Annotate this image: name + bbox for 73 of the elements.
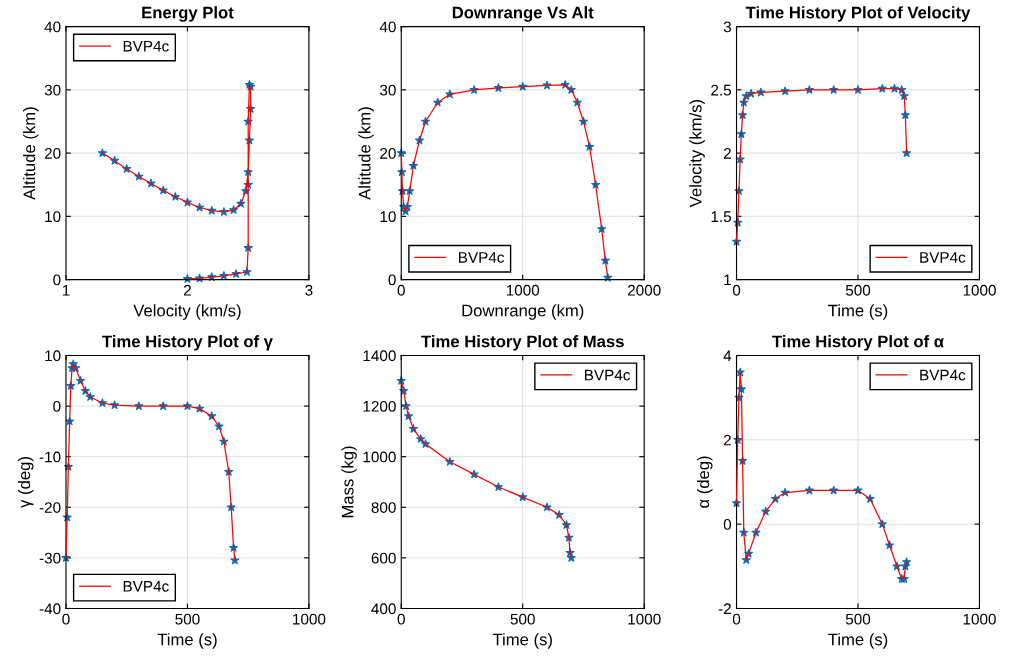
y-tick-label: -40 — [39, 603, 61, 615]
y-tick-label: 2 — [723, 147, 731, 159]
y-axis-title: γ (deg) — [17, 457, 34, 508]
x-tick-label: 1 — [62, 285, 70, 296]
legend-label: BVP4c — [123, 581, 169, 592]
x-tick-label: 0 — [397, 284, 405, 296]
x-tick-label: 1000 — [628, 613, 661, 625]
y-tick-label: 30 — [379, 84, 396, 96]
y-tick-label: 2.5 — [711, 84, 732, 96]
x-tick-label: 500 — [175, 613, 200, 625]
y-tick-label: 1400 — [363, 350, 396, 362]
x-axis-title: Time (s) — [157, 633, 217, 649]
x-axis-title: Velocity (km/s) — [133, 304, 241, 320]
legend-label: BVP4c — [920, 252, 966, 263]
x-axis-title: Time (s) — [828, 633, 888, 649]
y-tick-label: 3 — [723, 21, 731, 33]
y-tick-label: -20 — [39, 502, 61, 513]
y-axis-title: Altitude (km) — [358, 107, 374, 200]
x-tick-label: 2000 — [627, 284, 661, 296]
x-tick-label: 1000 — [963, 613, 996, 625]
chart-title: Time History Plot of Velocity — [745, 6, 971, 22]
x-tick-label: 0 — [62, 613, 70, 625]
y-tick-label: 4 — [723, 350, 732, 362]
y-tick-label: 2 — [723, 434, 731, 446]
y-tick-label: -2 — [718, 603, 731, 615]
x-tick-label: 500 — [845, 284, 871, 296]
x-axis-title: Downrange (km) — [462, 304, 584, 320]
legend-label: BVP4c — [585, 369, 631, 381]
x-tick-label: 0 — [732, 284, 741, 296]
y-tick-label: 10 — [380, 211, 396, 223]
x-tick-label: 3 — [305, 284, 313, 296]
y-tick-label: 600 — [371, 552, 396, 564]
y-tick-label: 0 — [53, 274, 61, 286]
legend-label: BVP4c — [459, 252, 505, 263]
y-axis-title: Mass (kg) — [341, 446, 357, 518]
y-tick-label: 0 — [723, 519, 732, 530]
x-tick-label: 1000 — [963, 284, 996, 296]
y-tick-label: 0 — [388, 274, 396, 286]
x-tick-label: 500 — [845, 613, 871, 625]
chart-title: Energy Plot — [142, 6, 234, 22]
y-tick-label: 1200 — [363, 400, 396, 412]
chart-title: Time History Plot of Mass — [421, 335, 624, 351]
y-tick-label: 10 — [45, 350, 61, 362]
x-axis-title: Time (s) — [492, 633, 552, 649]
y-tick-label: 800 — [371, 502, 396, 513]
y-tick-label: -30 — [39, 552, 61, 564]
y-tick-label: 0 — [53, 400, 61, 412]
legend-label: BVP4c — [123, 40, 169, 52]
x-tick-label: 2 — [183, 284, 191, 296]
y-tick-label: 40 — [379, 21, 396, 33]
y-tick-label: 1 — [724, 274, 731, 286]
x-tick-label: 500 — [510, 613, 535, 625]
y-tick-label: -10 — [39, 451, 61, 463]
chart-title: Downrange Vs Alt — [452, 6, 594, 22]
y-tick-label: 20 — [44, 147, 61, 159]
y-axis-title: Velocity (km/s) — [689, 99, 705, 208]
y-tick-label: 1.5 — [711, 211, 732, 223]
y-axis-title: Altitude (km) — [23, 107, 39, 200]
x-tick-label: 0 — [397, 613, 405, 625]
legend-label: BVP4c — [920, 369, 966, 381]
y-tick-label: 20 — [380, 147, 396, 159]
y-tick-label: 1000 — [363, 451, 396, 463]
y-tick-label: 40 — [44, 21, 61, 33]
chart-title: Time History Plot of α — [772, 335, 944, 351]
x-tick-label: 1000 — [293, 613, 326, 625]
y-tick-label: 400 — [371, 603, 396, 615]
y-tick-label: 30 — [44, 84, 61, 96]
y-axis-title: α (deg) — [696, 456, 713, 508]
x-tick-label: 0 — [732, 613, 741, 625]
x-axis-title: Time (s) — [828, 304, 888, 320]
x-tick-label: 1000 — [506, 284, 540, 296]
chart-title: Time History Plot of γ — [102, 335, 273, 351]
y-tick-label: 10 — [45, 211, 61, 223]
